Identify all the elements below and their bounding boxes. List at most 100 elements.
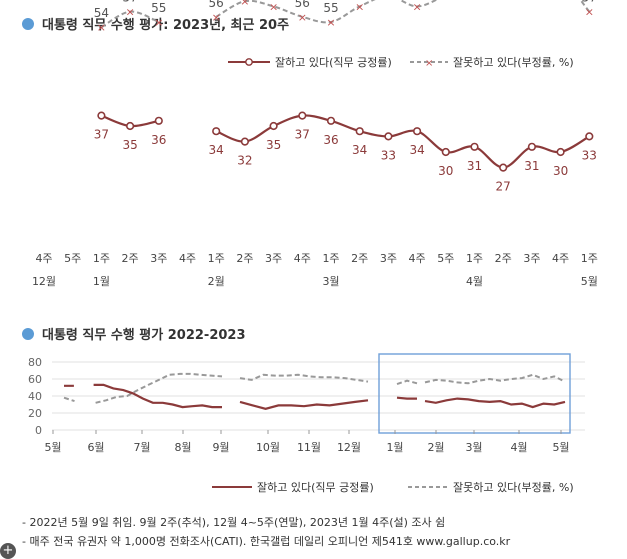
negative-data-label: 56 (209, 0, 224, 10)
positive-data-label: 30 (553, 164, 568, 178)
x-tick-month: 3월 (322, 275, 339, 288)
x-tick-month: 1월 (386, 441, 403, 454)
x-tick-month: 1월 (93, 275, 110, 288)
top-line-chart: ×54×57×55×56×59×58×56×55×58×60×58×60×61×… (32, 0, 598, 288)
positive-data-label: 37 (94, 128, 109, 142)
x-tick-week: 1주 (208, 252, 225, 265)
x-tick-month: 8월 (174, 441, 191, 454)
positive-point (212, 127, 221, 136)
negative-point: × (240, 0, 249, 8)
negative-data-label: 55 (323, 1, 338, 15)
positive-data-label: 27 (496, 180, 511, 194)
bottom-legend: 잘하고 있다(직무 긍정률) 잘못하고 있다(부정률, %) (212, 480, 574, 494)
footnote-1: - 2022년 5월 9일 취임. 9월 2주(추석), 12월 4~5주(연말… (22, 516, 446, 529)
top-legend: 잘하고 있다(직무 긍정률) × 잘못하고 있다(부정률, %) (228, 55, 574, 69)
y-tick-label: 60 (28, 373, 42, 386)
negative-line-segment (100, 10, 160, 29)
legend-positive-marker (245, 58, 253, 66)
x-tick-week: 4주 (35, 252, 52, 265)
x-tick-week: 2주 (122, 252, 139, 265)
x-tick-month: 5월 (581, 275, 598, 288)
x-tick-month: 4월 (466, 275, 483, 288)
positive-point (355, 127, 364, 136)
positive-point (298, 111, 307, 120)
negative-point: × (125, 6, 134, 19)
positive-point (585, 132, 594, 141)
positive-point (413, 127, 422, 136)
positive-point (556, 147, 565, 157)
negative-point: × (441, 0, 450, 3)
x-tick-month: 12월 (337, 441, 361, 454)
positive-line-segment (64, 383, 222, 409)
positive-line-segment (239, 399, 369, 410)
zoom-plus-icon[interactable]: + (0, 543, 16, 559)
highlight-box (378, 353, 571, 434)
x-tick-week: 4주 (552, 252, 569, 265)
top-chart-title: 대통령 직무 수행 평가: 2023년, 최근 20주 (22, 14, 289, 33)
legend2-negative-label: 잘못하고 있다(부정률, %) (453, 480, 574, 494)
positive-point (441, 147, 450, 157)
footnote-2: - 매주 전국 유권자 약 1,000명 전화조사(CATI). 한국갤럽 데일… (22, 535, 511, 548)
positive-point (326, 116, 336, 125)
x-tick-week: 1주 (581, 252, 598, 265)
negative-point: × (154, 16, 163, 29)
negative-data-label: 56 (295, 0, 310, 10)
negative-data-label: 57 (122, 0, 137, 5)
positive-data-label: 31 (524, 159, 539, 173)
negative-data-label: 55 (151, 1, 166, 15)
positive-data-label: 34 (352, 143, 367, 157)
positive-data-label: 34 (409, 143, 424, 157)
positive-line-segment (396, 396, 417, 400)
x-tick-month: 12월 (32, 275, 56, 288)
legend-positive-label: 잘하고 있다(직무 긍정률) (275, 55, 392, 69)
x-tick-week: 2주 (236, 252, 253, 265)
y-tick-label: 80 (28, 356, 42, 369)
x-tick-week: 1주 (93, 252, 110, 265)
x-tick-month: 3월 (465, 441, 482, 454)
x-tick-week: 4주 (294, 252, 311, 265)
x-tick-week: 4주 (179, 252, 196, 265)
positive-point (154, 116, 163, 125)
negative-point: × (384, 0, 393, 3)
positive-data-label: 36 (151, 133, 166, 147)
y-tick-label: 0 (35, 424, 42, 437)
negative-point: × (269, 0, 278, 13)
positive-point (126, 121, 135, 131)
bullet-dot-icon (22, 328, 34, 340)
x-tick-month: 10월 (256, 441, 280, 454)
x-tick-week: 2주 (495, 252, 512, 265)
positive-data-label: 33 (582, 148, 597, 162)
positive-point (97, 111, 106, 120)
positive-data-label: 37 (295, 128, 310, 142)
y-tick-label: 40 (28, 390, 42, 403)
positive-point (269, 121, 278, 131)
x-tick-month: 5월 (552, 441, 569, 454)
negative-line-segment (215, 0, 591, 24)
x-tick-week: 1주 (466, 252, 483, 265)
negative-data-label: 57 (582, 0, 597, 5)
negative-point: × (585, 6, 594, 19)
positive-point (384, 132, 393, 141)
negative-point: × (326, 16, 335, 29)
negative-line-segment (63, 372, 223, 404)
x-tick-week: 3주 (380, 252, 397, 265)
x-tick-week: 3주 (523, 252, 540, 265)
legend-negative-marker: × (425, 58, 433, 69)
x-tick-week: 4주 (409, 252, 426, 265)
x-tick-week: 5주 (64, 252, 81, 265)
positive-data-label: 32 (237, 154, 252, 168)
x-tick-month: 11월 (297, 441, 321, 454)
x-tick-week: 3주 (150, 252, 167, 265)
positive-data-label: 30 (438, 164, 453, 178)
positive-line-segment (424, 397, 566, 409)
x-tick-month: 6월 (87, 441, 104, 454)
x-tick-month: 2월 (208, 275, 225, 288)
bullet-dot-icon (22, 18, 34, 30)
negative-point: × (527, 0, 536, 3)
positive-data-label: 35 (122, 138, 137, 152)
x-tick-month: 2월 (427, 441, 444, 454)
positive-data-label: 34 (209, 143, 224, 157)
negative-data-label: 54 (94, 6, 109, 20)
x-tick-week: 3주 (265, 252, 282, 265)
